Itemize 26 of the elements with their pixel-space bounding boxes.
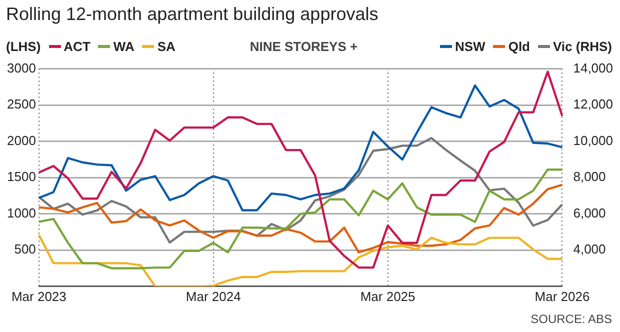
y2-tick-label: 10,000 (573, 132, 614, 148)
y-tick-label: 2500 (7, 96, 36, 112)
y-tick-label: 2000 (7, 132, 36, 148)
y-tick-label: 3000 (7, 60, 36, 76)
legend-label: Vic (RHS) (553, 38, 612, 54)
legend-label: ACT (64, 38, 90, 54)
y2-tick-label: 6,000 (573, 205, 606, 220)
y2-tick-label: 8,000 (573, 169, 606, 184)
y-tick-label: 1000 (7, 205, 36, 220)
y-tick-label: 500 (14, 242, 36, 257)
chart-subtitle: NINE STOREYS + (248, 38, 359, 54)
legend-label: Qld (508, 38, 530, 54)
y-tick-label: 1500 (7, 169, 36, 184)
legend-label: WA (113, 38, 134, 54)
x-tick-label: Mar 2023 (11, 288, 66, 304)
legend-label: NSW (454, 38, 486, 54)
source-note: SOURCE: ABS (530, 312, 612, 326)
x-tick-label: Mar 2025 (360, 288, 416, 304)
x-tick-label: Mar 2026 (534, 288, 590, 304)
x-tick-label: Mar 2024 (186, 288, 241, 304)
y2-tick-label: 14,000 (573, 60, 614, 76)
legend-label: SA (157, 38, 176, 54)
y-axis-title: (LHS) (6, 38, 41, 54)
chart-title: Rolling 12-month apartment building approvals (6, 4, 378, 25)
y2-tick-label: 4,000 (573, 242, 606, 257)
y2-tick-label: 12,000 (573, 96, 614, 112)
